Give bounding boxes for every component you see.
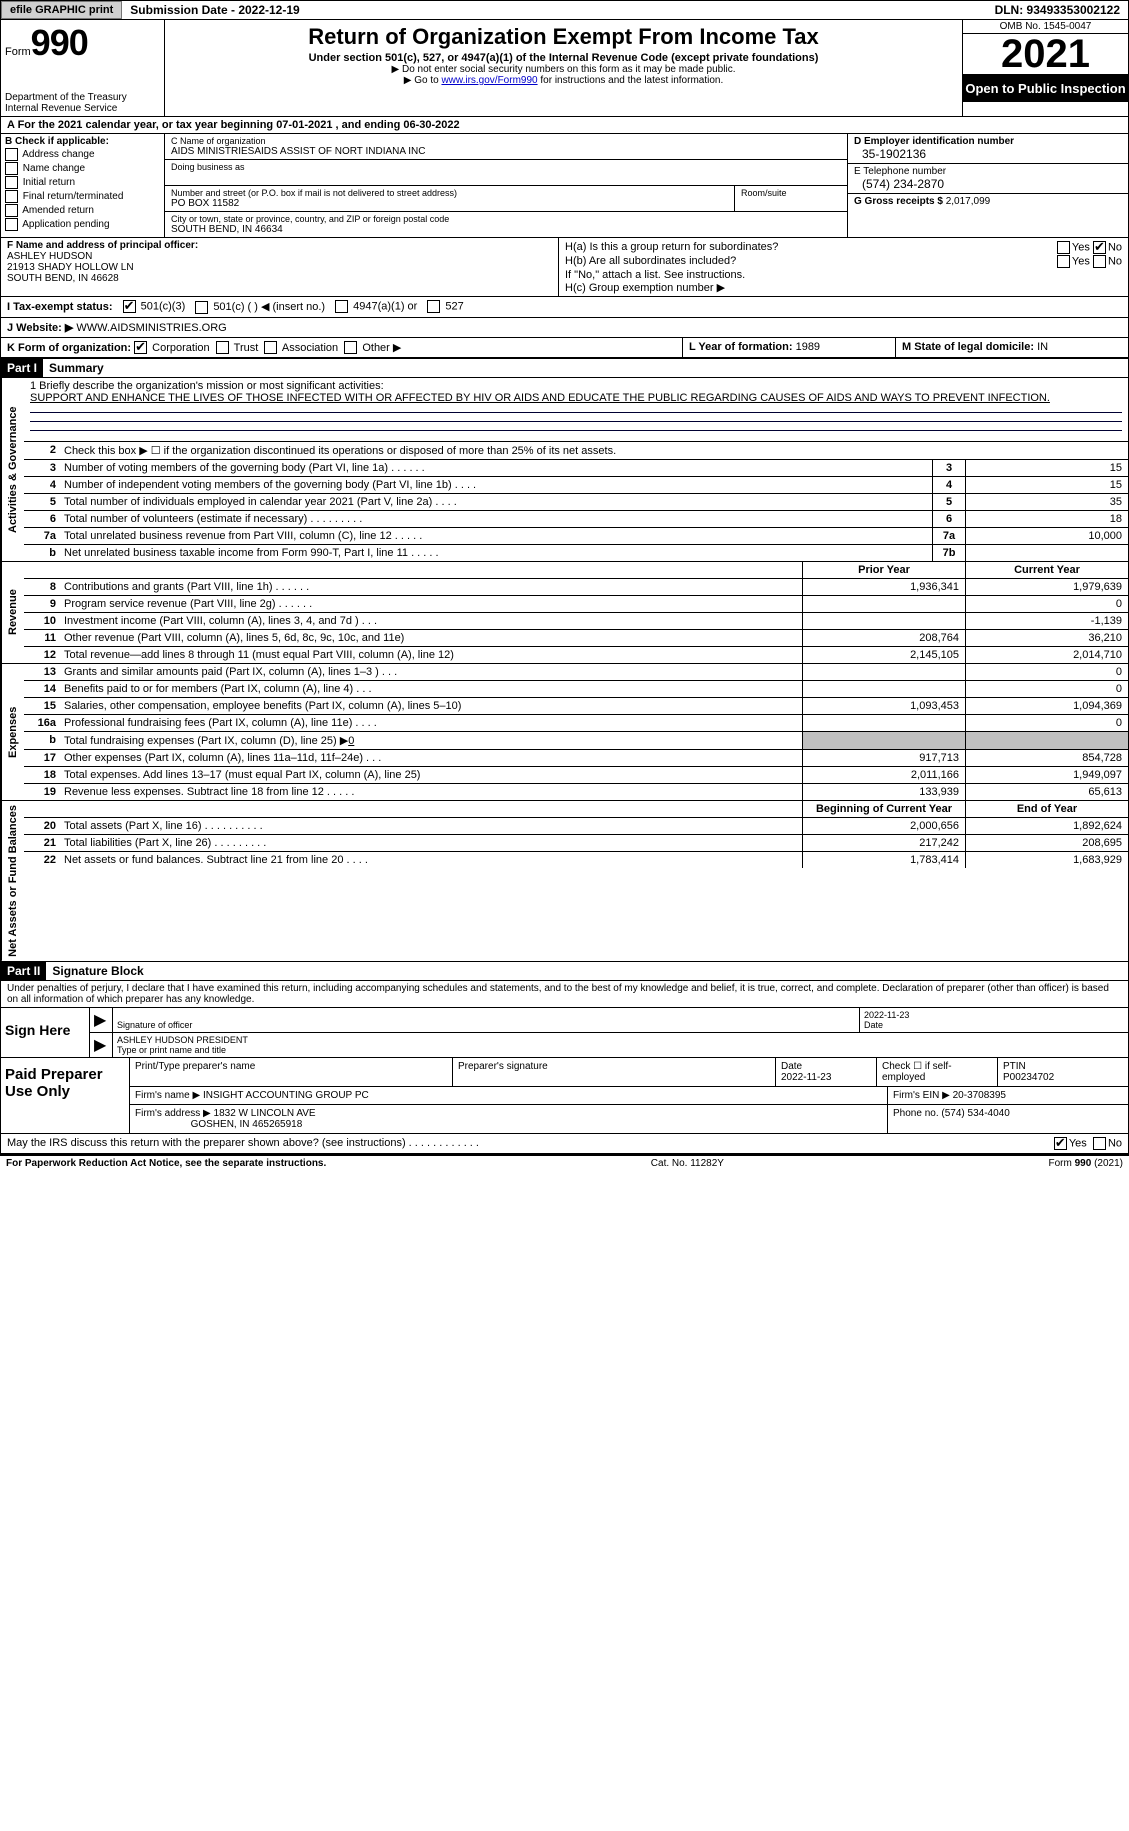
firm-ein: 20-3708395 [953,1090,1006,1101]
part-2-label: Part II [1,962,46,980]
prep-date: 2022-11-23 [781,1072,831,1083]
paid-preparer-label: Paid Preparer Use Only [1,1058,130,1133]
tax-year: 2021 [963,34,1128,75]
section-d: D Employer identification number 35-1902… [847,134,1128,237]
vert-label-revenue: Revenue [1,562,24,663]
top-bar: efile GRAPHIC print Submission Date - 20… [0,0,1129,20]
arrow-icon: ▶ [90,1033,113,1057]
officer-name: ASHLEY HUDSON [7,251,552,262]
section-f: F Name and address of principal officer:… [1,238,559,296]
website: WWW.AIDSMINISTRIES.ORG [73,322,226,334]
part-1-label: Part I [1,359,43,377]
arrow-icon: ▶ [90,1008,113,1032]
activities-governance-section: Activities & Governance 1 Briefly descri… [0,378,1129,562]
section-i: I Tax-exempt status: 501(c)(3) 501(c) ( … [0,297,1129,318]
phone: (574) 234-2870 [854,177,1122,191]
section-c: C Name of organization AIDS MINISTRIESAI… [165,134,847,237]
firm-name: INSIGHT ACCOUNTING GROUP PC [203,1090,369,1101]
org-address: PO BOX 11582 [171,198,728,209]
part-1-title: Summary [43,359,110,377]
efile-print-button[interactable]: efile GRAPHIC print [1,1,122,19]
vert-label-expenses: Expenses [1,664,24,800]
section-m: M State of legal domicile: IN [896,338,1128,358]
officer-name-title: ASHLEY HUDSON PRESIDENT [117,1035,1124,1045]
form-header: Form990 Department of the Treasury Inter… [0,20,1129,117]
irs-label: Internal Revenue Service [5,103,160,114]
form990-link[interactable]: www.irs.gov/Form990 [441,75,537,86]
section-h: H(a) Is this a group return for subordin… [559,238,1128,296]
footer: For Paperwork Reduction Act Notice, see … [0,1154,1129,1171]
submission-date: Submission Date - 2022-12-19 [122,1,307,19]
officer-sign-date: 2022-11-23 [864,1010,1124,1020]
sign-here-block: Sign Here ▶ Signature of officer 2022-11… [0,1008,1129,1058]
entity-block: B Check if applicable: Address change Na… [0,134,1129,238]
expenses-section: Expenses 13Grants and similar amounts pa… [0,664,1129,801]
officer-h-row: F Name and address of principal officer:… [0,238,1129,297]
org-name: AIDS MINISTRIESAIDS ASSIST OF NORT INDIA… [171,146,841,157]
dept-treasury: Department of the Treasury [5,92,160,103]
calendar-year-line: A For the 2021 calendar year, or tax yea… [0,117,1129,134]
section-b: B Check if applicable: Address change Na… [1,134,165,237]
form-note-1: ▶ Do not enter social security numbers o… [169,64,958,75]
mission-block: 1 Briefly describe the organization's mi… [24,378,1128,442]
form-title: Return of Organization Exempt From Incom… [169,24,958,50]
section-klm: K Form of organization: Corporation Trus… [0,338,1129,359]
open-inspection: Open to Public Inspection [963,75,1128,102]
dln: DLN: 93493353002122 [987,1,1128,19]
part-2-title: Signature Block [46,962,149,980]
gross-receipts: 2,017,099 [946,196,991,207]
paid-preparer-block: Paid Preparer Use Only Print/Type prepar… [0,1058,1129,1134]
ptin: P00234702 [1003,1072,1054,1083]
revenue-section: Revenue Prior YearCurrent Year 8Contribu… [0,562,1129,664]
sign-here-label: Sign Here [1,1008,90,1057]
vert-label-governance: Activities & Governance [1,378,24,561]
signature-declaration: Under penalties of perjury, I declare th… [0,981,1129,1008]
org-city: SOUTH BEND, IN 46634 [171,224,841,235]
section-k: K Form of organization: Corporation Trus… [1,338,683,358]
form-number: Form990 [5,22,160,64]
mission-text: SUPPORT AND ENHANCE THE LIVES OF THOSE I… [30,392,1122,404]
section-j: J Website: ▶ WWW.AIDSMINISTRIES.ORG [0,318,1129,338]
firm-phone: (574) 534-4040 [941,1108,1009,1119]
vert-label-net-assets: Net Assets or Fund Balances [1,801,24,961]
net-assets-section: Net Assets or Fund Balances Beginning of… [0,801,1129,962]
section-l: L Year of formation: 1989 [683,338,896,358]
form-note-2: ▶ Go to www.irs.gov/Form990 for instruct… [169,75,958,86]
ein: 35-1902136 [854,147,1122,161]
form-subtitle: Under section 501(c), 527, or 4947(a)(1)… [169,52,958,64]
discuss-row: May the IRS discuss this return with the… [0,1134,1129,1154]
